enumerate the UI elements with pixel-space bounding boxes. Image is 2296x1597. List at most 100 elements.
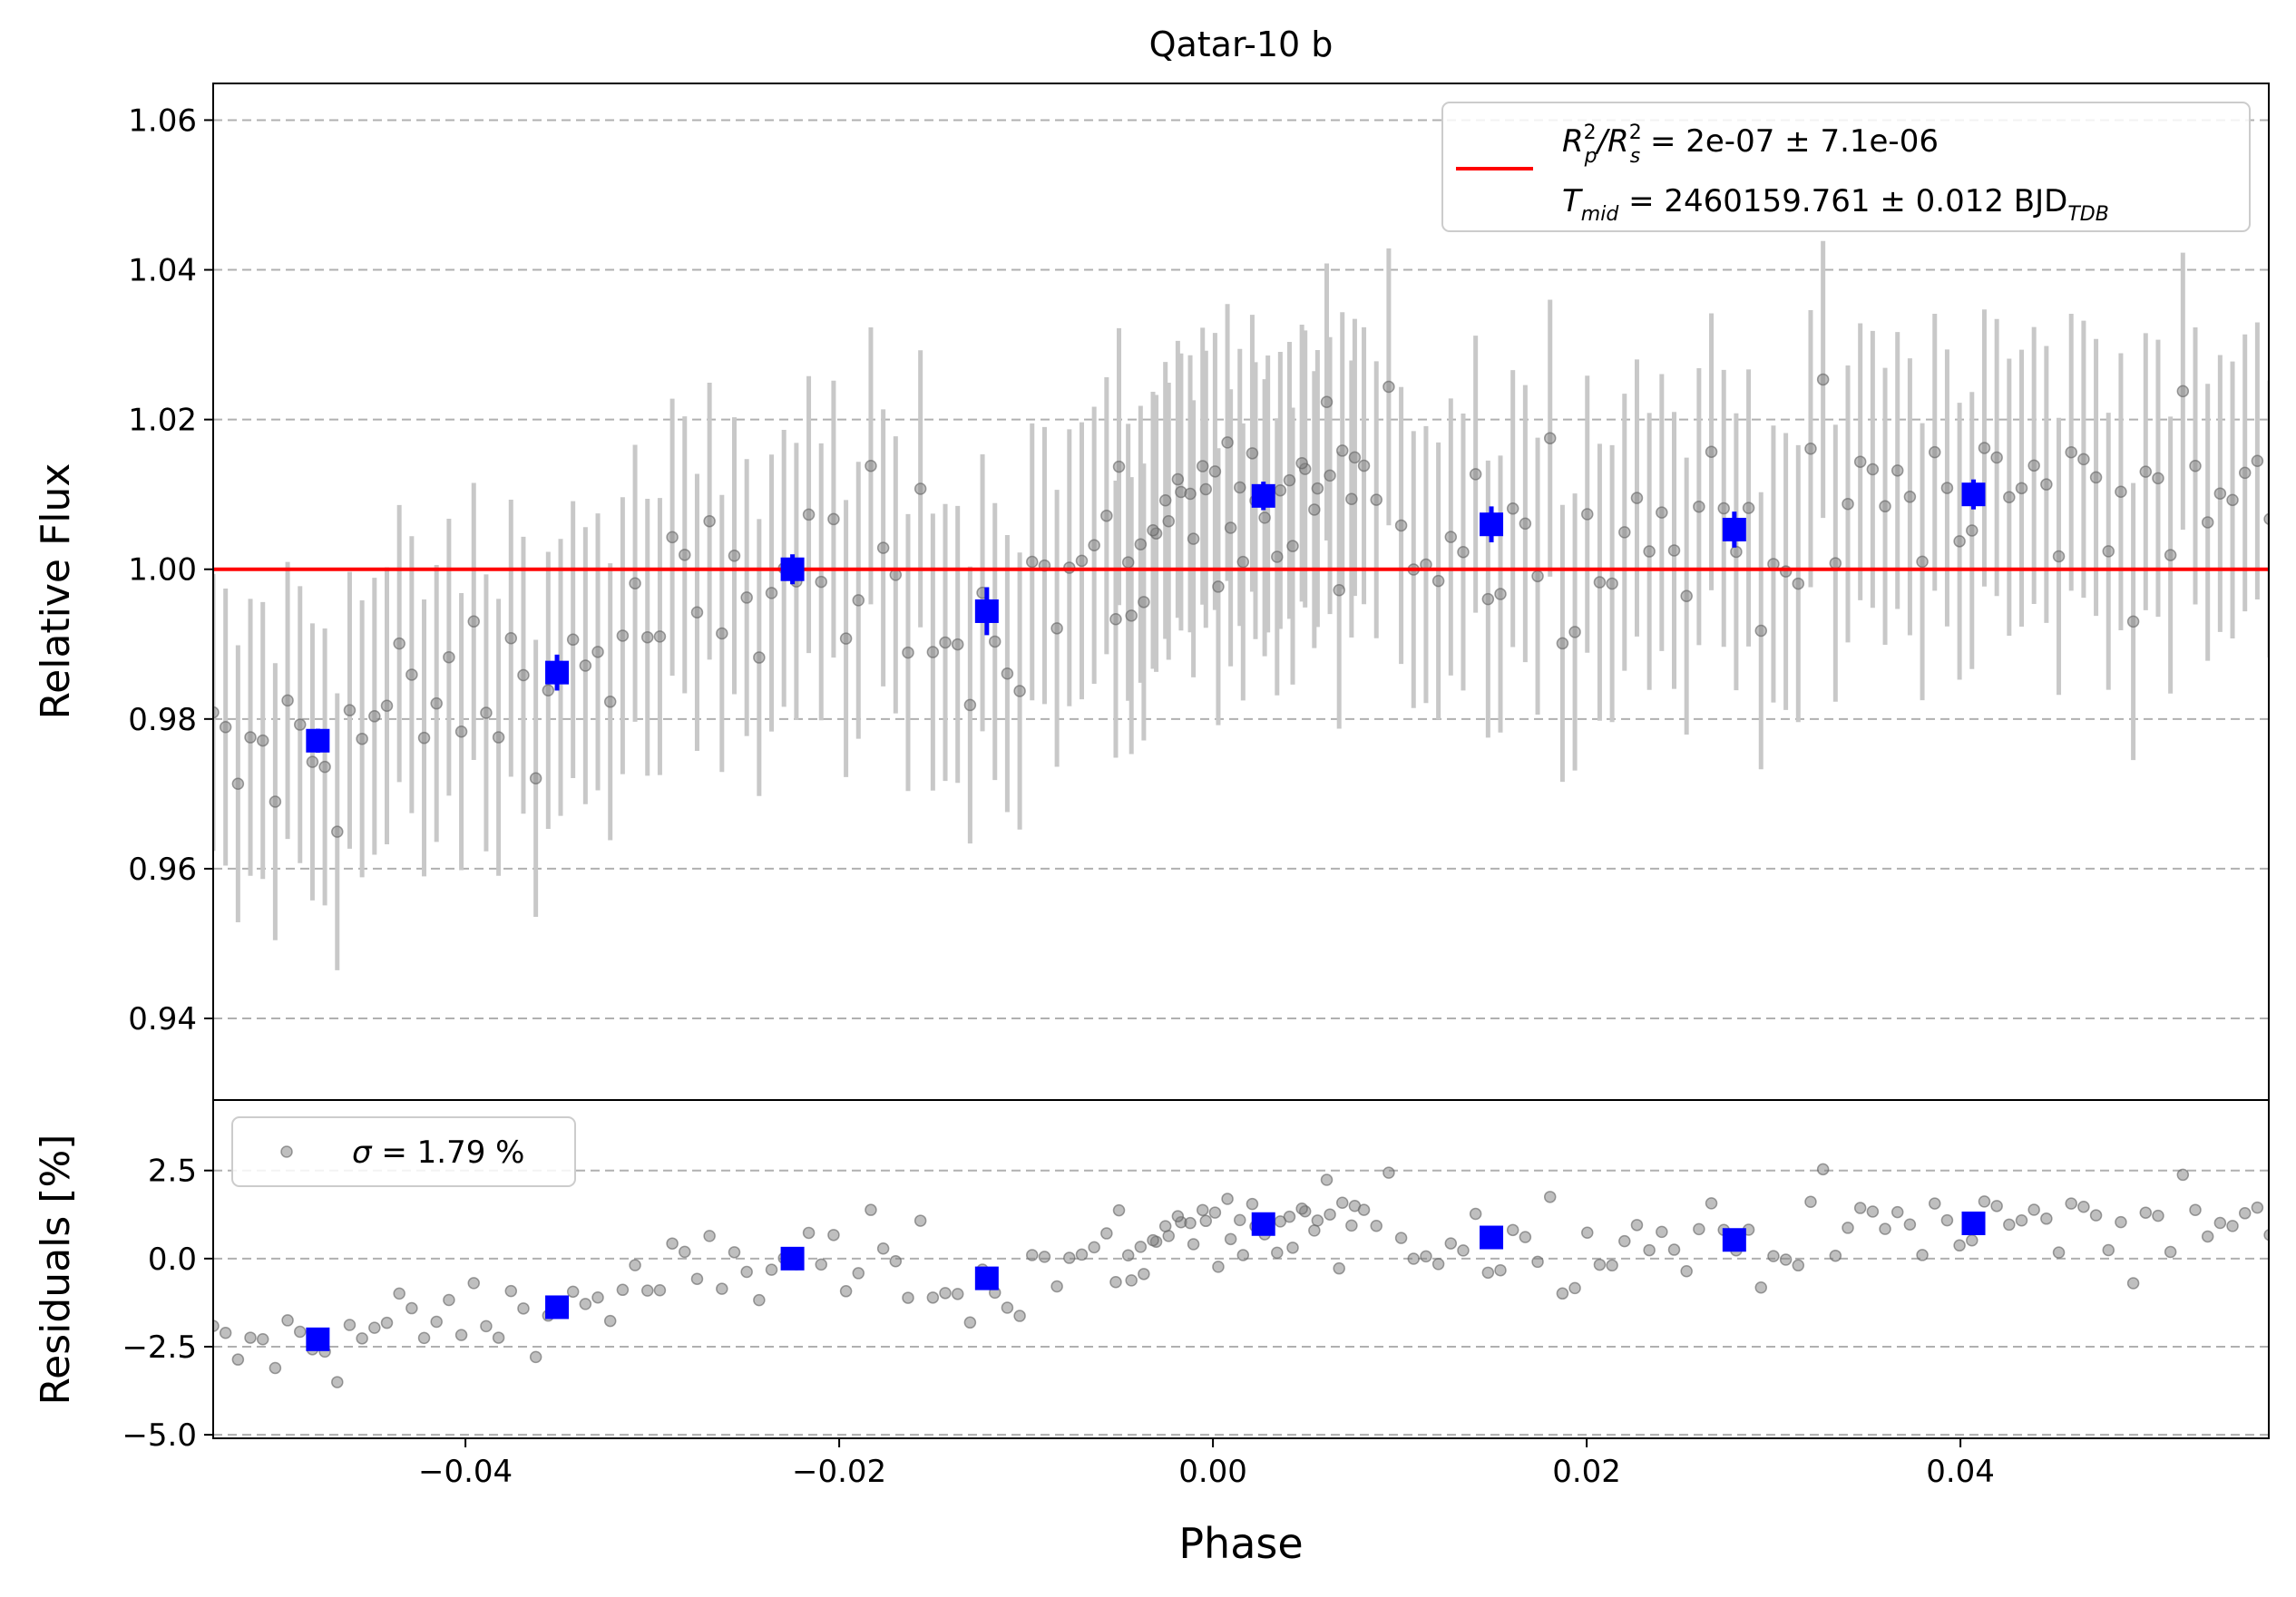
raw-residual-point xyxy=(1187,1238,1200,1251)
raw-flux-point xyxy=(529,772,542,785)
raw-residual-point xyxy=(231,1353,245,1366)
raw-flux-point xyxy=(591,646,604,658)
raw-flux-point xyxy=(1138,596,1150,609)
raw-residual-point xyxy=(1618,1234,1631,1248)
raw-residual-point xyxy=(331,1376,344,1388)
raw-residual-point xyxy=(939,1287,952,1300)
raw-flux-point xyxy=(616,629,630,642)
raw-residual-point xyxy=(1866,1205,1880,1218)
raw-flux-point xyxy=(1013,685,1026,697)
legend-residual-marker xyxy=(280,1145,293,1158)
raw-residual-point xyxy=(1184,1216,1197,1230)
raw-flux-point xyxy=(914,482,927,495)
raw-flux-point xyxy=(2201,516,2214,529)
raw-flux-point xyxy=(356,732,368,745)
raw-residual-point xyxy=(1125,1274,1138,1287)
flux-y-tick-label: 1.04 xyxy=(128,253,197,289)
raw-residual-point xyxy=(2003,1218,2016,1232)
raw-residual-point xyxy=(1311,1214,1324,1227)
raw-flux-point xyxy=(1221,436,1234,449)
raw-flux-point xyxy=(1978,442,1991,454)
raw-flux-point xyxy=(566,633,580,647)
raw-residual-point xyxy=(1581,1226,1594,1239)
raw-flux-point xyxy=(2226,493,2239,507)
raw-flux-point xyxy=(653,630,667,643)
binned-flux-point xyxy=(974,599,999,623)
raw-flux-point xyxy=(876,541,890,554)
raw-residual-point xyxy=(2289,1232,2296,1243)
raw-flux-point xyxy=(1171,472,1185,486)
raw-residual-point xyxy=(1903,1218,1917,1231)
raw-flux-point xyxy=(1531,570,1544,583)
raw-residual-point xyxy=(740,1265,753,1279)
raw-residual-point xyxy=(1196,1203,1209,1217)
raw-residual-point xyxy=(1816,1163,1830,1176)
raw-residual-point xyxy=(1236,1249,1250,1261)
raw-residual-point xyxy=(566,1285,580,1299)
raw-residual-point xyxy=(2089,1209,2103,1222)
flux-y-ticks: 0.94 0.96 0.98 1.00 1.02 1.04 1.06 xyxy=(128,102,213,1037)
raw-flux-point xyxy=(1370,493,1382,506)
raw-flux-point xyxy=(219,721,232,734)
raw-flux-point xyxy=(1481,592,1495,606)
raw-flux-point xyxy=(666,531,679,544)
raw-residual-point xyxy=(1370,1220,1382,1232)
residuals-axes-frame xyxy=(212,1099,2270,1439)
raw-flux-point xyxy=(951,638,964,651)
raw-flux-point xyxy=(542,684,555,696)
raw-flux-point xyxy=(926,646,940,658)
raw-residual-point xyxy=(405,1301,418,1315)
raw-flux-point xyxy=(2015,482,2028,495)
raw-residual-point xyxy=(865,1203,877,1216)
raw-residual-point xyxy=(1431,1258,1445,1271)
residuals-legend: σ = 1.79 % xyxy=(231,1116,576,1187)
raw-flux-point xyxy=(1382,380,1395,394)
x-tick-label: −0.04 xyxy=(418,1454,513,1490)
raw-flux-point xyxy=(1162,514,1175,528)
raw-flux-point xyxy=(1308,503,1321,516)
raw-residual-point xyxy=(380,1316,394,1329)
raw-residual-point xyxy=(1804,1195,1817,1208)
raw-flux-point xyxy=(1224,521,1237,534)
raw-residual-point xyxy=(1286,1242,1299,1254)
raw-residual-point xyxy=(666,1237,679,1250)
raw-flux-point xyxy=(902,646,914,659)
binned-flux-point xyxy=(306,728,330,753)
raw-residual-point xyxy=(1531,1255,1544,1269)
binned-flux-point xyxy=(1480,512,1504,537)
residuals-y-tick-label: 2.5 xyxy=(148,1154,197,1190)
raw-residual-point xyxy=(1929,1197,1941,1210)
raw-flux-point xyxy=(865,459,877,472)
raw-flux-point xyxy=(2164,549,2177,561)
raw-residual-point xyxy=(1519,1231,1532,1243)
raw-flux-point xyxy=(629,577,641,589)
raw-residual-point xyxy=(951,1288,964,1300)
flux-y-tick-label: 0.96 xyxy=(128,852,197,888)
raw-residual-point xyxy=(256,1332,269,1346)
raw-residual-point xyxy=(1891,1205,1904,1219)
raw-residual-point xyxy=(1100,1227,1113,1240)
binned-residual-point xyxy=(780,1246,805,1271)
raw-flux-point xyxy=(1258,511,1271,524)
binned-flux-point xyxy=(1722,517,1746,541)
raw-residual-point xyxy=(1606,1259,1618,1272)
raw-residual-point xyxy=(1407,1252,1421,1265)
raw-flux-point xyxy=(603,696,617,708)
raw-flux-point xyxy=(244,731,257,744)
raw-residual-point xyxy=(480,1319,493,1333)
raw-residual-point xyxy=(1345,1219,1358,1232)
raw-flux-point xyxy=(1271,550,1284,563)
raw-flux-point xyxy=(690,606,704,619)
raw-flux-point xyxy=(1940,482,1954,494)
raw-flux-point xyxy=(2152,472,2164,485)
binned-residual-point xyxy=(1961,1211,1986,1235)
raw-flux-point xyxy=(753,651,766,664)
raw-flux-point xyxy=(1187,532,1200,545)
raw-flux-point xyxy=(2238,466,2252,480)
raw-residual-point xyxy=(1829,1249,1842,1262)
raw-residual-point xyxy=(1138,1268,1150,1281)
raw-residual-point xyxy=(2176,1168,2190,1182)
raw-error-bars xyxy=(213,240,2269,970)
raw-flux-point xyxy=(430,696,443,710)
raw-residual-point xyxy=(1075,1248,1089,1261)
